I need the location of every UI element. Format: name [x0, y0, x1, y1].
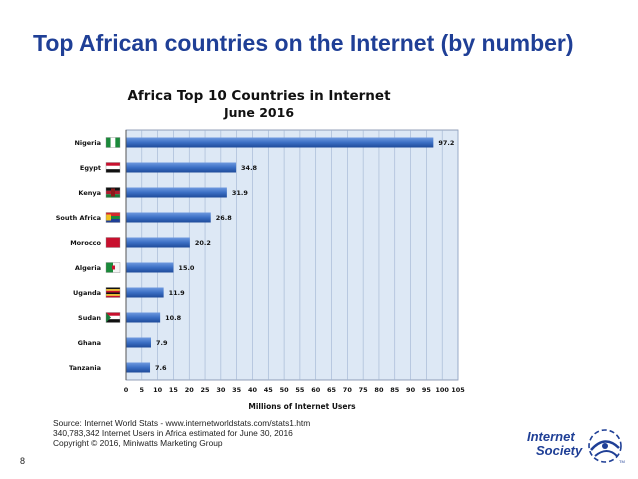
x-tick-label: 5	[140, 386, 145, 394]
bar	[126, 262, 174, 273]
value-label: 97.2	[438, 139, 454, 147]
x-tick-label: 55	[295, 386, 305, 394]
x-tick-label: 25	[201, 386, 211, 394]
category-label: Uganda	[73, 289, 101, 297]
value-label: 10.8	[165, 314, 182, 322]
category-label: South Africa	[56, 214, 101, 222]
value-label: 7.6	[155, 364, 167, 372]
x-tick-label: 60	[311, 386, 321, 394]
category-label: Morocco	[70, 239, 101, 247]
bar	[126, 287, 164, 298]
uganda-flag-icon	[105, 287, 121, 298]
x-tick-label: 50	[280, 386, 290, 394]
x-tick-label: 40	[248, 386, 258, 394]
x-tick-label: 0	[124, 386, 129, 394]
x-tick-label: 15	[169, 386, 179, 394]
x-tick-label: 100	[435, 386, 449, 394]
x-axis-label: Millions of Internet Users	[248, 402, 356, 411]
south-africa-flag-icon	[105, 212, 121, 223]
sudan-flag-icon	[105, 312, 121, 323]
internet-society-logo: Internet Society TM	[527, 426, 627, 466]
category-label: Kenya	[78, 189, 101, 197]
egypt-flag-icon	[105, 162, 121, 173]
morocco-flag-icon	[105, 237, 121, 248]
bar	[126, 312, 161, 323]
nigeria-flag-icon	[105, 137, 121, 148]
bar	[126, 337, 151, 348]
globe-icon	[588, 429, 622, 463]
trademark-mark: TM	[619, 459, 625, 464]
x-tick-label: 75	[359, 386, 369, 394]
category-label: Algeria	[75, 264, 101, 272]
category-label: Tanzania	[69, 364, 101, 372]
slide-title: Top African countries on the Internet (b…	[33, 30, 574, 56]
x-tick-label: 20	[185, 386, 195, 394]
x-tick-label: 35	[232, 386, 242, 394]
source-line: Source: Internet World Stats - www.inter…	[53, 418, 311, 428]
category-label: Ghana	[78, 339, 101, 347]
x-tick-label: 45	[264, 386, 274, 394]
source-note: Source: Internet World Stats - www.inter…	[53, 418, 310, 448]
x-tick-label: 90	[406, 386, 416, 394]
x-tick-label: 85	[390, 386, 400, 394]
chart-subtitle: June 2016	[223, 105, 295, 120]
page-number: 8	[20, 456, 26, 466]
value-label: 31.9	[232, 189, 249, 197]
x-tick-label: 80	[374, 386, 384, 394]
chart-title: Africa Top 10 Countries in Internet	[127, 88, 391, 104]
value-label: 7.9	[156, 339, 168, 347]
bar	[126, 162, 237, 173]
source-line: 340,783,342 Internet Users in Africa est…	[53, 428, 293, 438]
bar	[126, 237, 190, 248]
x-tick-label: 95	[422, 386, 432, 394]
category-label: Egypt	[80, 164, 101, 172]
bar	[126, 212, 211, 223]
value-label: 15.0	[178, 264, 195, 272]
logo-line-2: Society	[536, 443, 583, 458]
x-tick-label: 30	[216, 386, 226, 394]
value-label: 26.8	[216, 214, 233, 222]
bar	[126, 362, 151, 373]
x-tick-label: 10	[153, 386, 163, 394]
x-tick-label: 65	[327, 386, 337, 394]
category-label: Sudan	[78, 314, 101, 322]
kenya-flag-icon	[105, 187, 121, 198]
value-label: 11.9	[169, 289, 186, 297]
value-label: 34.8	[241, 164, 258, 172]
value-label: 20.2	[195, 239, 211, 247]
x-tick-label: 70	[343, 386, 353, 394]
bar	[126, 187, 227, 198]
source-line: Copyright © 2016, Miniwatts Marketing Gr…	[53, 438, 223, 448]
x-tick-label: 105	[451, 386, 465, 394]
logo-line-1: Internet	[527, 429, 575, 444]
algeria-flag-icon	[105, 262, 121, 273]
category-label: Nigeria	[74, 139, 101, 147]
bar	[126, 137, 434, 148]
